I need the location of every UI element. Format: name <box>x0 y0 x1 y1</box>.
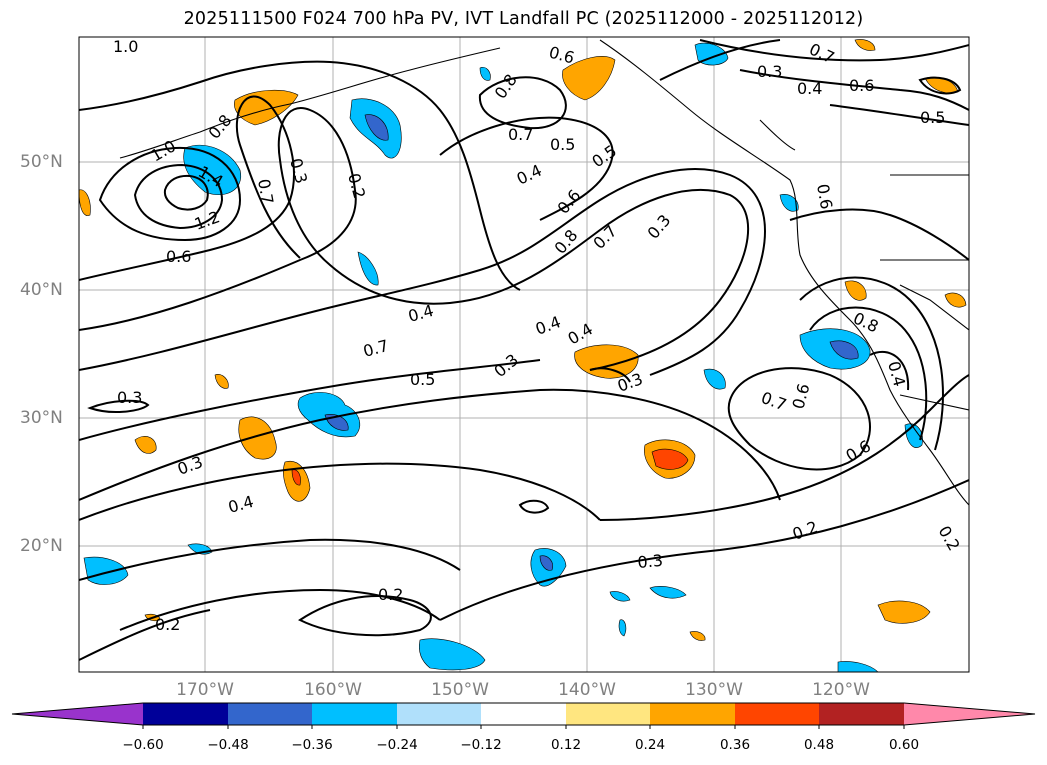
contour-label: 0.2 <box>378 585 403 604</box>
colorbar-segment <box>904 703 1035 725</box>
colorbar-tick: 0.48 <box>803 737 835 753</box>
colorbar-segment <box>819 703 904 725</box>
contour-label: 0.3 <box>637 551 664 572</box>
contour-label: 0.7 <box>508 125 533 144</box>
colorbar-segment <box>397 703 481 725</box>
contour-label: 0.6 <box>849 76 874 95</box>
colorbar-tick: −0.36 <box>291 737 333 753</box>
negative-pv-fills <box>83 42 923 672</box>
colorbar-tick: 0.36 <box>719 737 751 753</box>
pv-contours <box>79 39 969 661</box>
lat-label-20n: 20°N <box>20 536 63 556</box>
colorbar-tick: −0.24 <box>376 737 418 753</box>
colorbar-tick: −0.48 <box>207 737 249 753</box>
contour-label: 0.5 <box>410 370 435 389</box>
contour-label: 0.5 <box>550 135 575 154</box>
lat-label-30n: 30°N <box>20 408 63 428</box>
colorbar-segment <box>143 703 228 725</box>
map-panel: 1.0 0.6 0.7 0.3 0.4 0.6 0.5 0.8 0.7 0.5 … <box>78 36 970 673</box>
colorbar-tick: −0.60 <box>122 737 164 753</box>
colorbar-tick: −0.12 <box>460 737 502 753</box>
colorbar-segment <box>566 703 650 725</box>
lon-label-140w: 140°W <box>558 680 616 700</box>
colorbar-segment <box>650 703 735 725</box>
colorbar-segment <box>481 703 566 725</box>
contour-label: 1.0 <box>113 37 138 56</box>
map-title: 2025111500 F024 700 hPa PV, IVT Landfall… <box>183 9 864 29</box>
colorbar-segment <box>12 703 143 725</box>
lon-label-150w: 150°W <box>431 680 489 700</box>
lon-label-160w: 160°W <box>304 680 362 700</box>
colorbar-tick: 0.24 <box>634 737 666 753</box>
contour-label: 0.2 <box>155 615 180 634</box>
colorbar-tick: 0.12 <box>550 737 582 753</box>
lon-label-120w: 120°W <box>812 680 870 700</box>
positive-pv-fills <box>79 39 967 641</box>
lon-label-130w: 130°W <box>685 680 743 700</box>
colorbar-segment <box>735 703 819 725</box>
colorbar-segment <box>228 703 312 725</box>
colorbar-segment <box>312 703 397 725</box>
lat-label-40n: 40°N <box>20 280 63 300</box>
contour-label: 0.3 <box>117 388 142 407</box>
lat-label-50n: 50°N <box>20 152 63 172</box>
contour-label: 0.5 <box>920 108 945 127</box>
contour-label: 0.6 <box>813 182 836 210</box>
colorbar-tick: 0.60 <box>888 737 920 753</box>
lon-label-170w: 170°W <box>176 680 234 700</box>
contour-label: 0.6 <box>166 247 191 266</box>
contour-label: 0.3 <box>757 62 782 81</box>
colorbar <box>11 702 1036 729</box>
contour-label: 0.7 <box>254 177 277 205</box>
contour-label: 0.4 <box>797 79 822 98</box>
